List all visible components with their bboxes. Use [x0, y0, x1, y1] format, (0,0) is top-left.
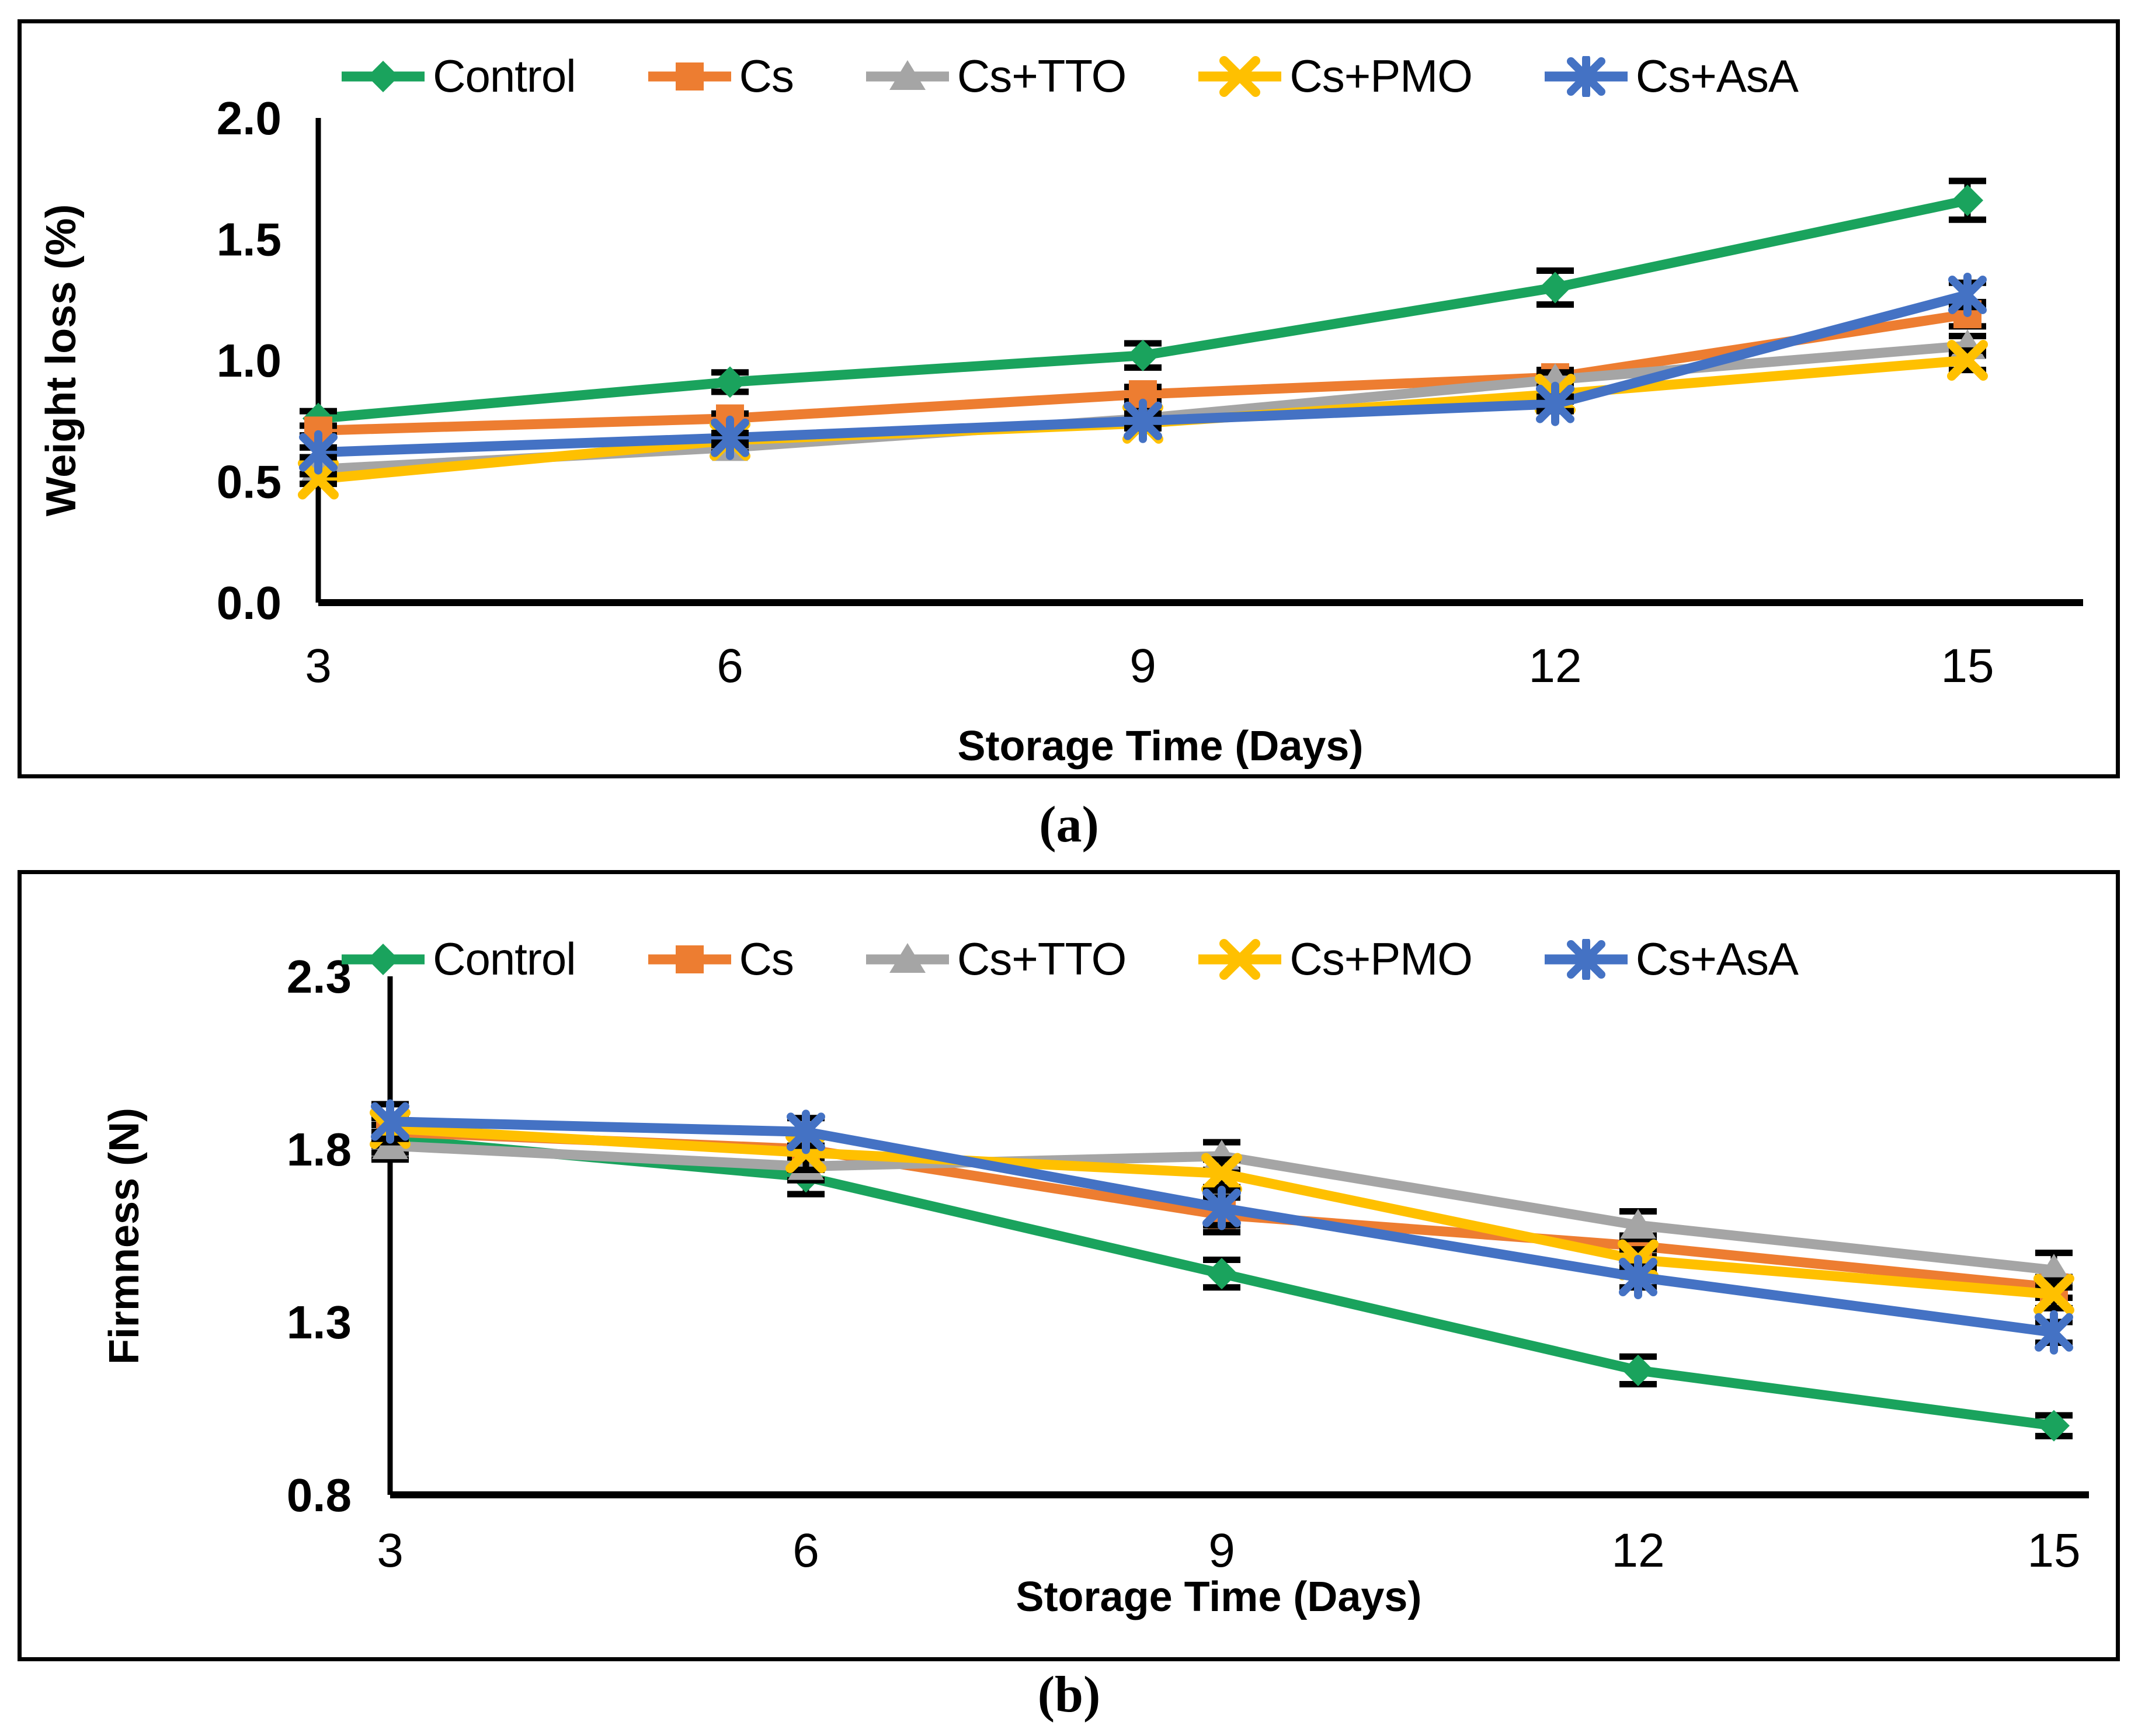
series-Cs+AsA-asterisk-marker [1619, 1255, 1657, 1300]
legend-key-asterisk-icon [1544, 938, 1628, 980]
series-Cs+AsA-asterisk-marker [299, 430, 338, 475]
legend-label: Cs [739, 933, 794, 984]
y-tick-label: 1.0 [217, 335, 281, 387]
legend-item-Cs+PMO: Cs+PMO [1196, 933, 1473, 986]
y-tick-label: 0.0 [217, 577, 281, 629]
legend-asterisk-marker [1566, 55, 1605, 97]
legend-weight-loss: Control Cs Cs+TTO Cs+PMO Cs+AsA [22, 50, 2116, 103]
legend-label: Cs+TTO [957, 50, 1127, 102]
series-Cs+PMO-x-marker [1947, 340, 1988, 381]
series-Control-diamond-marker [714, 366, 746, 398]
x-tick-label: 3 [377, 1524, 404, 1577]
series-Cs+AsA-asterisk-marker [1536, 381, 1574, 426]
legend-label: Cs+AsA [1635, 933, 1799, 984]
legend-x-marker [1219, 938, 1261, 980]
x-tick-label: 6 [717, 639, 743, 693]
legend-key-square-icon [648, 62, 731, 91]
legend-key-triangle-icon [865, 942, 949, 973]
series-Cs+TTO-triangle-marker [1620, 1209, 1656, 1239]
legend-label: Cs+PMO [1289, 933, 1473, 984]
series-Cs+PMO-x-marker [1201, 1153, 1242, 1194]
x-axis-title: Storage Time (Days) [1016, 1574, 1422, 1620]
legend-item-Cs: Cs [646, 50, 794, 103]
legend-label: Cs+AsA [1635, 50, 1799, 102]
legend-square-marker [675, 62, 704, 91]
legend-item-Cs+AsA: Cs+AsA [1542, 933, 1799, 986]
series-Cs+AsA-asterisk-marker [1202, 1185, 1241, 1230]
legend-key-x-icon [1198, 938, 1282, 980]
legend-key-triangle-icon [865, 60, 949, 90]
series-Control-diamond-marker [1952, 185, 1983, 217]
x-tick-label: 12 [1528, 639, 1581, 693]
y-tick-label: 0.5 [217, 456, 281, 508]
series-Control-diamond-marker [1622, 1354, 1654, 1386]
caption-panel-a: (a) [1039, 796, 1099, 853]
legend-item-Cs: Cs [646, 933, 794, 986]
legend-item-Control: Control [339, 50, 576, 103]
series-Control-diamond-marker [2038, 1410, 2070, 1442]
y-axis-title: Firmness (N) [101, 1108, 148, 1365]
legend-key-diamond-icon [342, 943, 425, 975]
y-tick-label: 0.8 [287, 1469, 352, 1521]
series-Cs+PMO-x-marker [2033, 1274, 2074, 1315]
series-Cs+AsA-asterisk-marker [787, 1109, 825, 1154]
legend-label: Cs [739, 50, 794, 102]
legend-item-Cs+TTO: Cs+TTO [864, 50, 1127, 103]
legend-triangle-marker [889, 60, 926, 90]
legend-item-Cs+TTO: Cs+TTO [864, 933, 1127, 986]
caption-panel-b: (b) [1037, 1667, 1101, 1723]
weight-loss-line-chart: 0.0 0.5 1.0 1.5 2.0 3 6 9 12 15 Storage Time (Days… [38, 92, 2083, 770]
firmness-line-chart: 0.8 1.3 1.8 2.3 3 6 9 12 15 Storage Time (Days) Fi… [101, 951, 2089, 1620]
x-tick-label: 15 [1941, 639, 1994, 693]
legend-diamond-marker [367, 60, 399, 92]
legend-asterisk-marker [1566, 938, 1605, 980]
legend-firmness: Control Cs Cs+TTO Cs+PMO Cs+AsA [22, 933, 2116, 986]
series-Cs+AsA-asterisk-marker [2035, 1310, 2073, 1355]
legend-square-marker [675, 945, 704, 973]
y-axis-title: Weight loss (%) [38, 204, 85, 517]
series-Cs+AsA-asterisk-marker [711, 415, 749, 460]
legend-item-Cs+AsA: Cs+AsA [1542, 50, 1799, 103]
x-tick-label: 3 [305, 639, 332, 693]
y-tick-label: 1.5 [217, 214, 281, 266]
series-Cs+AsA-asterisk-marker [1124, 398, 1162, 443]
series-Cs+TTO-triangle-marker [2036, 1254, 2072, 1284]
y-tick-label: 2.3 [287, 951, 352, 1003]
legend-x-marker [1219, 55, 1261, 97]
legend-item-Control: Control [339, 933, 576, 986]
y-tick-label: 1.8 [287, 1123, 352, 1175]
x-tick-label: 6 [792, 1524, 819, 1577]
series-Control-diamond-marker [1539, 272, 1571, 304]
x-tick-label: 9 [1129, 639, 1156, 693]
x-tick-label: 12 [1611, 1524, 1664, 1577]
legend-key-x-icon [1198, 55, 1282, 97]
x-tick-label: 15 [2027, 1524, 2080, 1577]
legend-key-diamond-icon [342, 60, 425, 92]
x-tick-label: 9 [1208, 1524, 1235, 1577]
legend-item-Cs+PMO: Cs+PMO [1196, 50, 1473, 103]
panel-firmness-chart: 0.8 1.3 1.8 2.3 3 6 9 12 15 Storage Time (Days) Fi… [18, 870, 2120, 1661]
legend-key-asterisk-icon [1544, 55, 1628, 97]
legend-triangle-marker [889, 942, 926, 973]
legend-label: Cs+TTO [957, 933, 1127, 984]
y-tick-label: 1.3 [287, 1296, 352, 1348]
x-axis-title: Storage Time (Days) [958, 723, 1364, 770]
legend-label: Control [433, 50, 576, 102]
legend-label: Cs+PMO [1289, 50, 1473, 102]
y-tick-label: 2.0 [217, 92, 281, 144]
series-Control-diamond-marker [1206, 1258, 1237, 1290]
legend-diamond-marker [367, 943, 399, 975]
legend-key-square-icon [648, 945, 731, 973]
series-Cs+AsA-asterisk-marker [371, 1099, 409, 1144]
legend-label: Control [433, 933, 576, 984]
panel-weight-loss-chart: 0.0 0.5 1.0 1.5 2.0 3 6 9 12 15 Storage Time (Days… [18, 19, 2120, 778]
series-Control-diamond-marker [1127, 339, 1159, 371]
series-Cs+AsA-asterisk-marker [1948, 272, 1987, 317]
